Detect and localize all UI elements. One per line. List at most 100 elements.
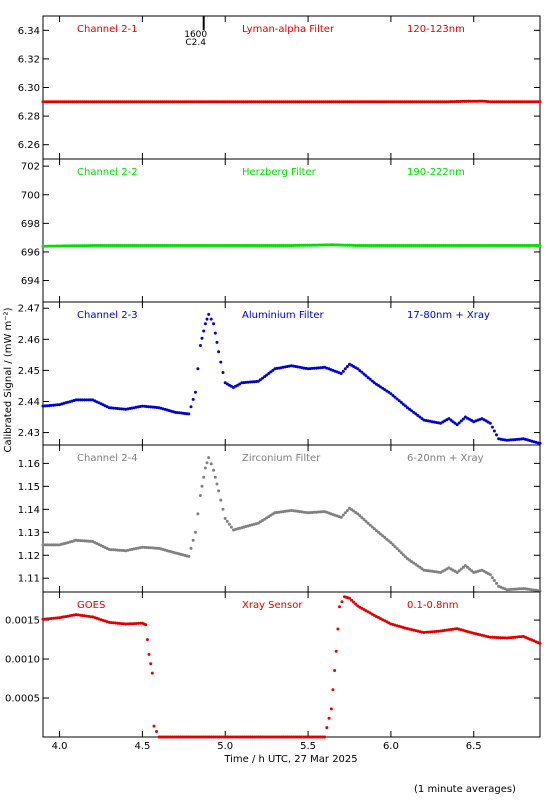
data-point: [341, 369, 345, 373]
y-tick-label: 694: [21, 276, 40, 287]
data-point: [144, 623, 148, 627]
data-point: [399, 551, 403, 555]
panel-filter-label: Herzberg Filter: [242, 167, 317, 178]
data-point: [345, 509, 349, 512]
data-point: [488, 421, 492, 425]
panel-channel-label: GOES: [77, 600, 105, 611]
data-point: [372, 527, 376, 531]
y-tick-label: 1.15: [18, 482, 40, 493]
y-tick-label: 1.14: [18, 505, 40, 516]
data-point: [215, 482, 219, 486]
data-point: [207, 456, 211, 460]
data-point: [209, 317, 213, 321]
panel-channel-label: Channel 2-2: [77, 167, 138, 178]
data-point: [391, 543, 395, 547]
data-point: [149, 662, 153, 666]
data-point: [451, 420, 455, 424]
data-point: [191, 538, 195, 542]
data-point: [418, 415, 422, 419]
data-point: [343, 367, 347, 371]
data-point: [395, 547, 399, 551]
data-point: [389, 541, 393, 545]
panel-frame: [42, 15, 541, 160]
panel-filter-label: Lyman-alpha Filter: [242, 24, 335, 35]
y-tick-label: 6.34: [18, 26, 40, 37]
data-point: [492, 429, 496, 433]
data-point: [495, 581, 498, 585]
y-tick-label: 696: [21, 247, 40, 258]
y-tick-label: 6.28: [18, 112, 40, 123]
data-point: [193, 390, 197, 394]
data-point: [463, 564, 467, 568]
panel-frame: [42, 301, 541, 446]
data-point: [368, 377, 372, 381]
data-point: [339, 372, 343, 375]
data-point: [209, 462, 213, 466]
data-point: [459, 567, 463, 571]
y-tick-label: 0.0015: [5, 616, 40, 627]
data-point: [399, 400, 403, 404]
data-point: [408, 407, 411, 411]
panel-band-label: 6-20nm + Xray: [407, 453, 484, 464]
y-tick-label: 2.45: [18, 366, 40, 377]
y-tick-label: 0.0010: [5, 655, 40, 666]
data-point: [403, 555, 407, 559]
data-point: [403, 404, 407, 408]
y-tick-label: 2.47: [18, 304, 40, 315]
panel-frame: [42, 591, 541, 738]
data-point: [152, 724, 156, 728]
data-point: [358, 514, 362, 518]
data-point: [453, 421, 457, 425]
data-point: [362, 518, 366, 521]
data-point: [348, 596, 351, 600]
data-point: [336, 627, 340, 631]
data-point: [468, 567, 472, 571]
flare-marker-label: 1600: [184, 30, 207, 40]
data-point: [383, 535, 387, 539]
data-point: [196, 367, 200, 371]
data-point: [189, 546, 193, 550]
data-point: [358, 369, 362, 373]
data-point: [345, 365, 349, 368]
y-axis-label: Calibrated Signal / (mW m⁻²): [3, 307, 14, 452]
data-point: [395, 397, 399, 401]
data-point: [470, 569, 474, 573]
data-point: [455, 423, 459, 427]
data-point: [356, 512, 360, 516]
data-point: [215, 340, 219, 344]
data-point: [461, 417, 465, 421]
data-point: [408, 558, 411, 562]
data-point: [391, 394, 395, 397]
panel-filter-label: Aluminium Filter: [242, 310, 325, 321]
y-tick-label: 6.32: [18, 54, 40, 65]
data-point: [227, 522, 231, 526]
x-tick-label: 5.5: [300, 741, 316, 752]
data-point: [410, 409, 414, 413]
data-point: [155, 730, 158, 733]
data-point: [327, 716, 331, 720]
data-point: [370, 525, 374, 529]
data-point: [269, 370, 273, 374]
data-point: [341, 513, 345, 517]
data-point: [212, 468, 216, 472]
y-tick-label: 2.44: [18, 397, 40, 408]
data-point: [401, 553, 405, 557]
x-tick-label: 4.5: [134, 741, 150, 752]
data-point: [457, 421, 461, 425]
data-point: [213, 331, 217, 335]
y-tick-label: 2.46: [18, 335, 40, 346]
data-point: [325, 726, 329, 730]
y-tick-label: 2.43: [18, 428, 40, 439]
data-point: [377, 530, 380, 534]
data-point: [352, 509, 356, 513]
data-point: [466, 565, 469, 569]
data-point: [457, 569, 461, 573]
data-point: [258, 378, 262, 382]
data-point: [217, 489, 221, 493]
y-tick-label: 1.12: [18, 551, 40, 562]
x-tick-label: 4.0: [52, 741, 68, 752]
data-point: [492, 579, 496, 582]
data-point: [147, 652, 151, 656]
data-point: [368, 523, 372, 527]
